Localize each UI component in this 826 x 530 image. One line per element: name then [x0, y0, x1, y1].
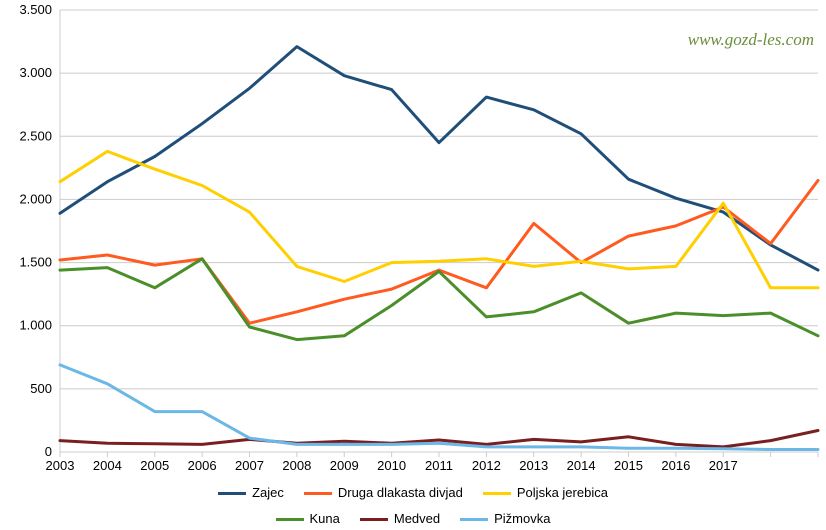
svg-text:2012: 2012	[472, 458, 501, 473]
legend-swatch	[483, 492, 511, 495]
legend-label: Poljska jerebica	[517, 483, 608, 504]
svg-text:2014: 2014	[567, 458, 596, 473]
svg-text:2008: 2008	[282, 458, 311, 473]
svg-text:2016: 2016	[661, 458, 690, 473]
svg-text:2003: 2003	[46, 458, 75, 473]
legend-swatch	[304, 492, 332, 495]
legend-label: Zajec	[252, 483, 284, 504]
svg-text:3.500: 3.500	[19, 2, 52, 17]
legend-item: Kuna	[276, 509, 340, 530]
legend-item: Druga dlakasta divjad	[304, 483, 463, 504]
svg-text:0: 0	[45, 444, 52, 459]
series-Pižmovka	[60, 365, 818, 450]
legend-label: Druga dlakasta divjad	[338, 483, 463, 504]
svg-text:2006: 2006	[188, 458, 217, 473]
watermark: www.gozd-les.com	[688, 30, 814, 50]
svg-text:2017: 2017	[709, 458, 738, 473]
svg-text:2005: 2005	[140, 458, 169, 473]
svg-text:1.500: 1.500	[19, 255, 52, 270]
legend-swatch	[460, 518, 488, 521]
svg-text:3.000: 3.000	[19, 65, 52, 80]
legend-item: Poljska jerebica	[483, 483, 608, 504]
series-Kuna	[60, 259, 818, 340]
legend-item: Pižmovka	[460, 509, 550, 530]
svg-text:500: 500	[30, 381, 52, 396]
svg-text:1.000: 1.000	[19, 318, 52, 333]
svg-text:2.000: 2.000	[19, 191, 52, 206]
svg-text:2007: 2007	[235, 458, 264, 473]
svg-text:2009: 2009	[330, 458, 359, 473]
legend-swatch	[218, 492, 246, 495]
legend-label: Kuna	[310, 509, 340, 530]
svg-text:2013: 2013	[519, 458, 548, 473]
legend-swatch	[276, 518, 304, 521]
legend-label: Medved	[394, 509, 440, 530]
legend-swatch	[360, 518, 388, 521]
legend-label: Pižmovka	[494, 509, 550, 530]
series-Poljska jerebica	[60, 151, 818, 287]
legend-item: Medved	[360, 509, 440, 530]
line-chart: 0 500 1.000 1.500 2.000 2.500 3.000 3.500 2003 20…	[0, 0, 826, 519]
series-Zajec	[60, 47, 818, 271]
legend: Zajec Druga dlakasta divjad Poljska jerebi…	[0, 478, 826, 530]
svg-text:2010: 2010	[377, 458, 406, 473]
svg-text:2011: 2011	[425, 458, 453, 473]
legend-item: Zajec	[218, 483, 284, 504]
svg-text:2004: 2004	[93, 458, 122, 473]
svg-text:2015: 2015	[614, 458, 643, 473]
chart-container: 0 500 1.000 1.500 2.000 2.500 3.000 3.500 2003 20…	[0, 0, 826, 519]
series-Druga dlakasta divjad	[60, 181, 818, 324]
svg-text:2.500: 2.500	[19, 128, 52, 143]
